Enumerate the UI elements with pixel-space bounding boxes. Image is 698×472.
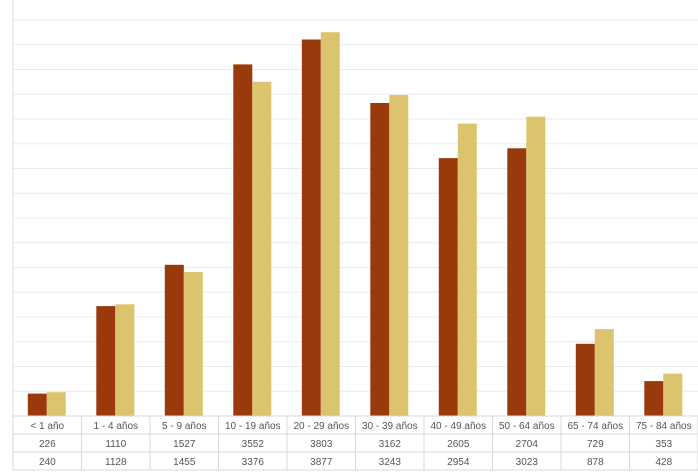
bar-series-2 xyxy=(46,392,66,416)
bars xyxy=(27,32,683,417)
category-label: 50 - 64 años xyxy=(499,421,555,432)
bar-series-1 xyxy=(96,306,116,416)
data-label-series-1: 353 xyxy=(655,439,672,450)
data-label-series-2: 1128 xyxy=(105,457,127,468)
bar-series-2 xyxy=(594,329,614,416)
data-label-series-2: 428 xyxy=(655,457,672,468)
data-label-series-2: 2954 xyxy=(447,457,470,468)
category-label: < 1 año xyxy=(30,421,64,432)
category-label: 10 - 19 años xyxy=(225,421,281,432)
bar-series-2 xyxy=(663,373,683,416)
data-label-series-2: 3243 xyxy=(379,457,402,468)
data-label-series-1: 2704 xyxy=(516,439,539,450)
bar-series-1 xyxy=(164,264,184,416)
bar-series-1 xyxy=(644,381,664,416)
bar-series-1 xyxy=(370,103,390,416)
category-label: 20 - 29 años xyxy=(293,421,349,432)
data-label-series-1: 1527 xyxy=(173,439,196,450)
bar-series-2 xyxy=(320,32,340,416)
data-label-series-2: 3877 xyxy=(310,457,333,468)
data-label-series-1: 3162 xyxy=(379,439,402,450)
gridlines xyxy=(12,0,698,417)
data-label-series-2: 878 xyxy=(587,457,604,468)
bar-series-1 xyxy=(27,393,47,416)
bar-series-2 xyxy=(252,81,272,417)
category-label: 5 - 9 años xyxy=(162,421,206,432)
bar-series-2 xyxy=(457,123,477,416)
category-label: 75 - 84 años xyxy=(636,421,692,432)
category-label: 40 - 49 años xyxy=(430,421,486,432)
bar-series-1 xyxy=(233,64,253,417)
data-label-series-2: 3023 xyxy=(516,457,539,468)
category-label: 1 - 4 años xyxy=(94,421,138,432)
data-label-series-1: 729 xyxy=(587,439,604,450)
data-label-series-2: 1455 xyxy=(173,457,196,468)
data-label-series-2: 240 xyxy=(39,457,56,468)
bar-series-2 xyxy=(389,94,409,417)
bar-series-1 xyxy=(507,148,527,417)
data-label-series-1: 3552 xyxy=(242,439,265,450)
data-label-series-1: 2605 xyxy=(447,439,470,450)
bar-series-2 xyxy=(115,304,135,416)
data-label-series-2: 3376 xyxy=(242,457,265,468)
data-label-series-1: 1110 xyxy=(105,439,126,450)
data-table: < 1 año 226 240 1 - 4 años 1110 1128 5 - 9 año… xyxy=(12,415,698,471)
category-label: 30 - 39 años xyxy=(362,421,418,432)
category-label: 65 - 74 años xyxy=(567,421,623,432)
data-label-series-1: 3803 xyxy=(310,439,333,450)
bar-series-1 xyxy=(438,158,458,416)
bar-series-2 xyxy=(526,116,546,416)
bar-series-1 xyxy=(575,343,595,416)
bar-series-2 xyxy=(183,272,203,416)
bar-series-1 xyxy=(301,39,321,416)
data-label-series-1: 226 xyxy=(39,439,56,450)
